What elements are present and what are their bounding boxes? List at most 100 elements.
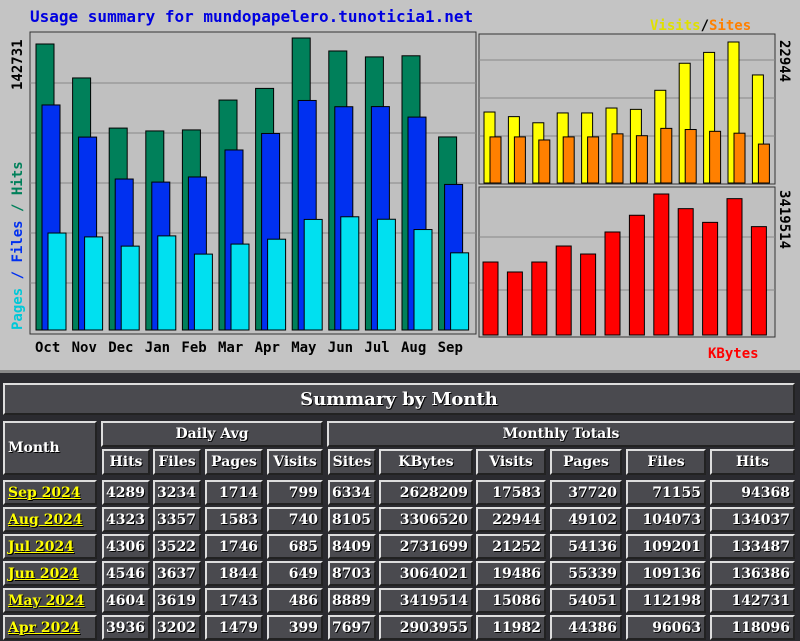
left-legend: Pages / Files​ / Hits (10, 161, 26, 330)
table-cell: 118096 (710, 615, 795, 640)
table-cell: 6334 (328, 480, 376, 505)
usage-chart: Usage summary for mundopapelero.tunotici… (0, 0, 800, 373)
month-link[interactable]: Aug 2024 (3, 507, 97, 532)
table-cell: 3234 (153, 480, 201, 505)
bar-kbytes-feb (580, 253, 597, 336)
table-cell: 1479 (205, 615, 263, 640)
month-link[interactable]: Apr 2024 (3, 615, 97, 640)
summary-table: Summary by Month Month Daily Avg Monthly To… (0, 373, 800, 641)
table-cell: 4306 (102, 534, 150, 559)
table-cell: 96063 (626, 615, 706, 640)
table-cell: 1743 (205, 588, 263, 613)
table-cell: 4289 (102, 480, 150, 505)
table-cell: 4323 (102, 507, 150, 532)
bar-sites-jun (684, 129, 697, 184)
bar-sites-may (660, 127, 673, 184)
table-cell: 1746 (205, 534, 263, 559)
visits-plot-area (478, 33, 776, 185)
table-cell: 71155 (626, 480, 706, 505)
bar-sites-jan (562, 136, 575, 184)
x-tick-label: Mar (218, 340, 243, 356)
table-cell: 4546 (102, 561, 150, 586)
bar-pages-jun (340, 216, 360, 331)
table-cell: 2628209 (379, 480, 473, 505)
table-cell: 2903955 (379, 615, 473, 640)
table-cell: 3306520 (379, 507, 473, 532)
table-cell: 799 (267, 480, 323, 505)
bar-kbytes-jul (702, 221, 719, 336)
table-cell: 8409 (328, 534, 376, 559)
x-tick-label: Jul (364, 340, 389, 356)
table-cell: 15086 (476, 588, 546, 613)
chart-title: Usage summary for mundopapelero.tunotici… (30, 7, 473, 26)
x-tick-label: Apr (255, 340, 280, 356)
column-header-pages: Pages (205, 449, 263, 475)
table-cell: 136386 (710, 561, 795, 586)
table-cell: 1714 (205, 480, 263, 505)
column-header-files: Files (626, 449, 706, 475)
bar-sites-apr (635, 135, 648, 184)
table-cell: 94368 (710, 480, 795, 505)
x-tick-label: Feb (181, 340, 206, 356)
table-cell: 134037 (710, 507, 795, 532)
column-header-hits: Hits (102, 449, 150, 475)
month-header: Month (3, 421, 97, 475)
table-cell: 399 (267, 615, 323, 640)
table-cell: 49102 (550, 507, 622, 532)
table-cell: 54051 (550, 588, 622, 613)
table-cell: 3637 (153, 561, 201, 586)
table-cell: 3419514 (379, 588, 473, 613)
visits-sites-legend: Visits/Sites (650, 18, 751, 34)
column-header-visits: Visits (267, 449, 323, 475)
month-link[interactable]: Jul 2024 (3, 534, 97, 559)
table-cell: 2731699 (379, 534, 473, 559)
month-link[interactable]: Jun 2024 (3, 561, 97, 586)
bar-kbytes-may (653, 193, 670, 336)
bar-kbytes-nov (506, 271, 523, 336)
bar-pages-may (303, 218, 323, 331)
table-cell: 8703 (328, 561, 376, 586)
bar-sites-dec (538, 139, 551, 184)
max-hits-label: 142731 (10, 39, 26, 90)
bar-kbytes-jan (555, 245, 572, 336)
table-cell: 37720 (550, 480, 622, 505)
bar-pages-sep (450, 252, 470, 331)
month-link[interactable]: Sep 2024 (3, 480, 97, 505)
table-cell: 4604 (102, 588, 150, 613)
table-cell: 104073 (626, 507, 706, 532)
bar-pages-mar (230, 243, 250, 331)
table-cell: 11982 (476, 615, 546, 640)
table-cell: 133487 (710, 534, 795, 559)
x-tick-label: Nov (72, 340, 97, 356)
month-link[interactable]: May 2024 (3, 588, 97, 613)
bar-sites-mar (611, 133, 624, 184)
bar-sites-sep (757, 143, 770, 184)
table-cell: 109201 (626, 534, 706, 559)
bar-pages-dec (120, 245, 140, 331)
table-cell: 109136 (626, 561, 706, 586)
bar-pages-jan (157, 235, 177, 331)
bar-pages-nov (84, 236, 104, 331)
bar-sites-jul (709, 130, 722, 184)
daily-avg-header: Daily Avg (101, 421, 323, 447)
column-header-hits: Hits (710, 449, 795, 475)
x-tick-label: Dec (108, 340, 133, 356)
x-tick-label: Aug (401, 340, 426, 356)
table-title: Summary by Month (3, 383, 795, 415)
bar-kbytes-mar (604, 231, 621, 336)
kbytes-plot-area (478, 186, 776, 338)
table-cell: 112198 (626, 588, 706, 613)
table-cell: 142731 (710, 588, 795, 613)
max-kbytes-label: 3419514 (776, 190, 792, 249)
column-header-sites: Sites (328, 449, 376, 475)
table-cell: 3619 (153, 588, 201, 613)
max-visits-label: 22944 (776, 40, 792, 82)
table-cell: 3064021 (379, 561, 473, 586)
table-cell: 7697 (328, 615, 376, 640)
table-cell: 1583 (205, 507, 263, 532)
usage-chart-svg: Usage summary for mundopapelero.tunotici… (10, 7, 792, 362)
bar-pages-feb (193, 253, 213, 331)
bar-sites-nov (513, 136, 526, 184)
table-cell: 55339 (550, 561, 622, 586)
table-cell: 54136 (550, 534, 622, 559)
